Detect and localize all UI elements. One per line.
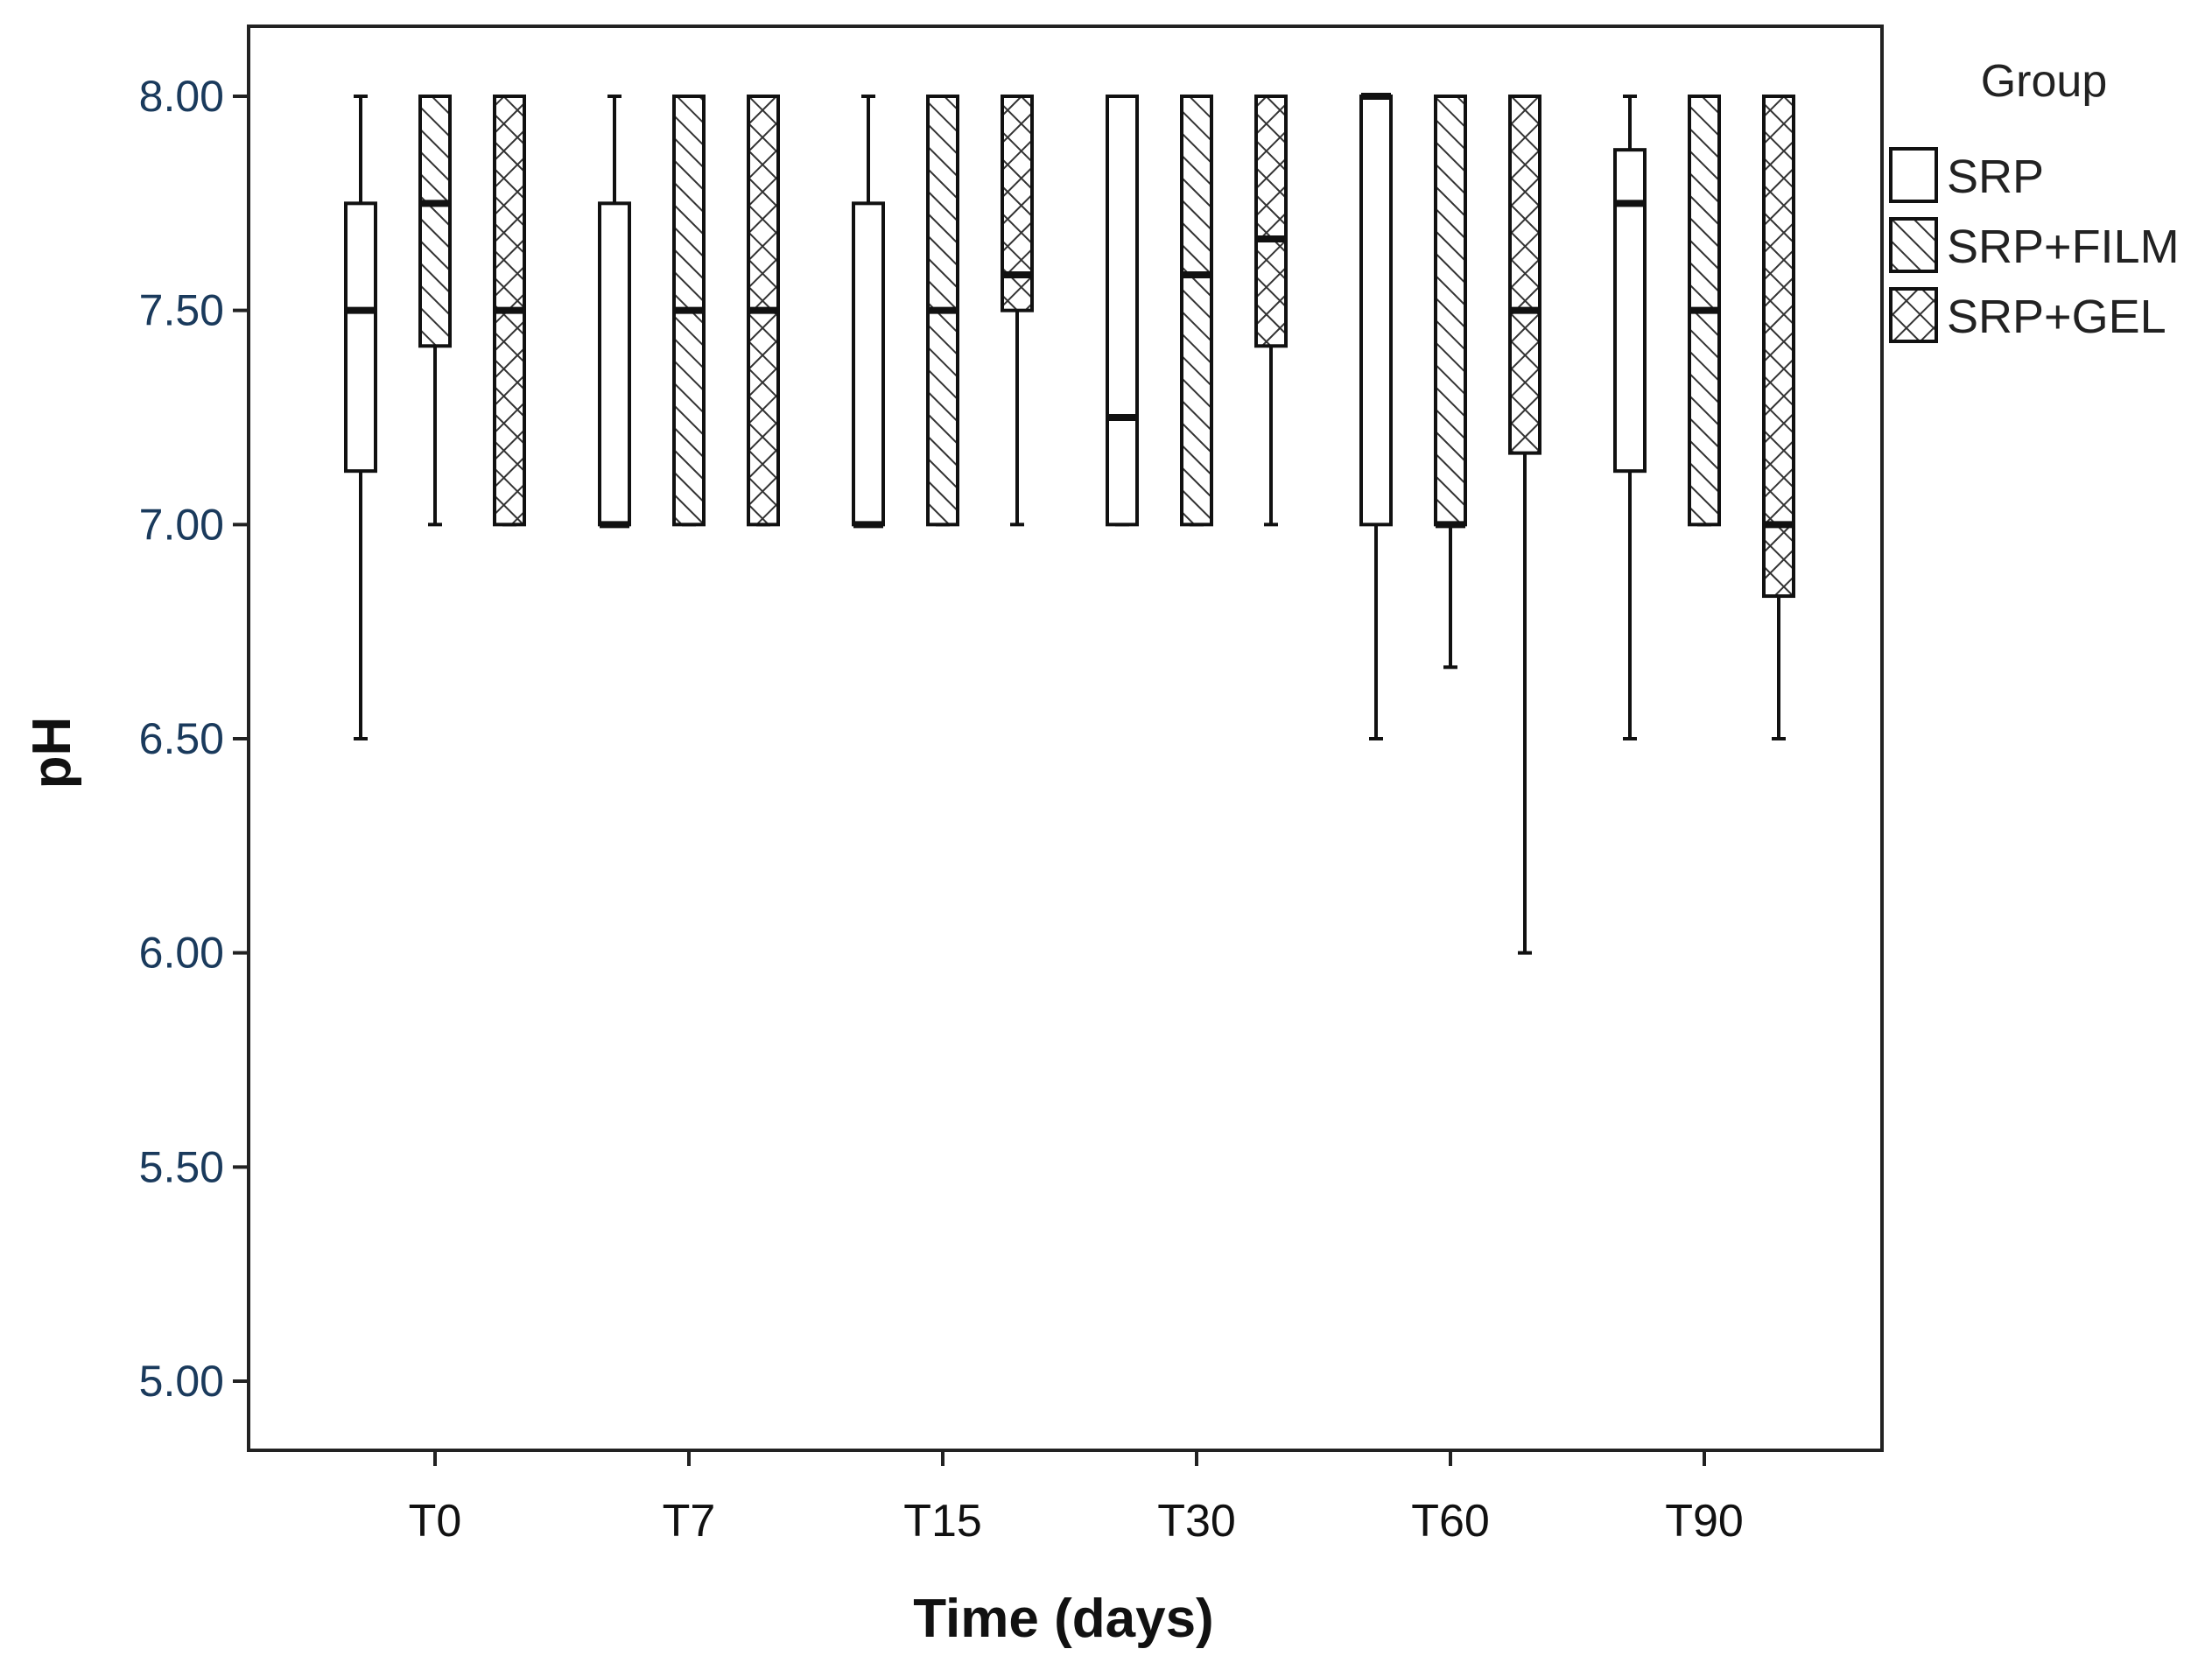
box-srp-film-t0 [418, 95, 452, 527]
box-srp-t0 [344, 95, 377, 740]
legend-swatch [1889, 147, 1938, 203]
x-tick-label: T90 [1665, 1496, 1744, 1547]
x-axis-title: Time (days) [913, 1589, 1213, 1649]
box-srp-gel-t90 [1762, 95, 1795, 740]
legend-swatch [1889, 217, 1938, 273]
x-tick-label: T60 [1411, 1496, 1490, 1547]
box-iqr [1254, 95, 1288, 348]
box-srp-gel-t15 [1001, 95, 1034, 527]
x-tick-label: T7 [663, 1496, 716, 1547]
box-iqr [1508, 95, 1541, 455]
box-srp-gel-t60 [1508, 95, 1541, 955]
legend-title: Group [1981, 56, 2108, 107]
box-srp-t30 [1106, 95, 1139, 527]
legend-label: SRP+GEL [1947, 291, 2166, 343]
y-tick-label: 7.50 [139, 286, 224, 335]
box-srp-film-t60 [1434, 95, 1467, 670]
y-tick-label: 6.50 [139, 714, 224, 763]
y-tick-label: 6.00 [139, 929, 224, 978]
box-srp-gel-t30 [1254, 95, 1288, 527]
y-tick-label: 5.00 [139, 1357, 224, 1406]
legend-swatch [1889, 287, 1938, 343]
y-axis-title: pH [22, 717, 82, 789]
x-tick-label: T30 [1157, 1496, 1236, 1547]
box-iqr [598, 201, 631, 527]
box-iqr [1613, 148, 1647, 474]
x-tick-label: T0 [409, 1496, 462, 1547]
x-tick-label: T15 [903, 1496, 982, 1547]
box-srp-gel-t0 [493, 95, 526, 527]
box-iqr [1762, 95, 1795, 599]
box-iqr [1359, 95, 1393, 527]
box-iqr [1180, 95, 1213, 527]
box-srp-t7 [598, 95, 631, 529]
box-srp-t90 [1613, 95, 1647, 740]
legend: Group SRP SRP+FILM SRP+GEL [1889, 56, 2180, 343]
y-axis-ticks: 5.00 5.50 6.00 6.50 7.00 7.50 8.00 [139, 72, 249, 1406]
legend-label: SRP+FILM [1947, 221, 2180, 273]
box-srp-film-t7 [672, 95, 706, 527]
y-tick-label: 8.00 [139, 72, 224, 121]
box-iqr [1434, 95, 1467, 527]
legend-label: SRP [1947, 151, 2044, 203]
box-srp-t60 [1359, 93, 1393, 740]
box-iqr [852, 201, 885, 527]
box-srp-t15 [852, 95, 885, 529]
box-srp-film-t30 [1180, 95, 1213, 527]
y-tick-label: 5.50 [139, 1142, 224, 1191]
box-iqr [418, 95, 452, 348]
box-series [344, 93, 1795, 955]
y-tick-label: 7.00 [139, 500, 224, 549]
box-srp-gel-t7 [747, 95, 780, 527]
box-srp-film-t90 [1688, 95, 1721, 527]
x-axis-ticks: T0 T7 T15 T30 T60 T90 [409, 1450, 1744, 1547]
box-iqr [344, 201, 377, 474]
box-iqr [1106, 95, 1139, 527]
box-srp-film-t15 [926, 95, 959, 527]
